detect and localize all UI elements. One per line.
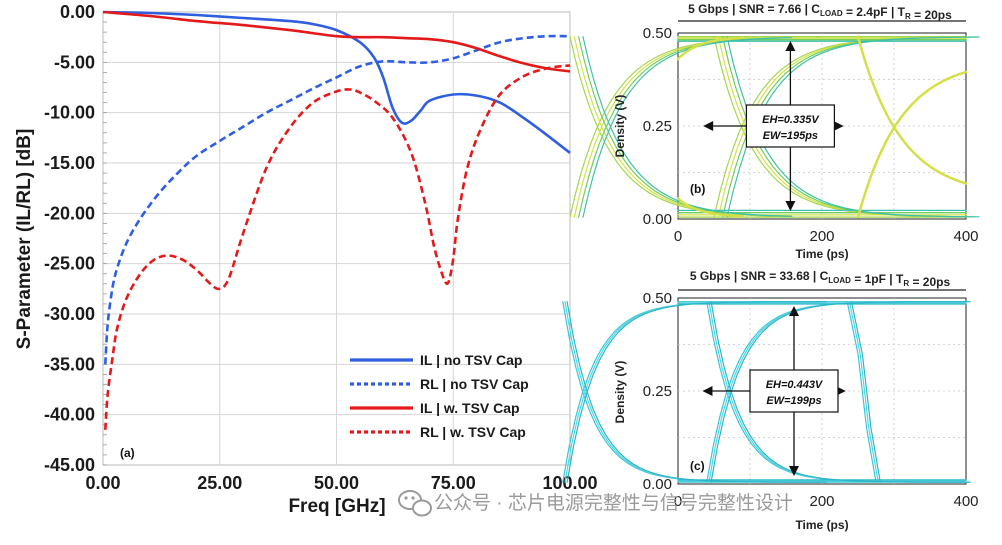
chart-a-y-tick: -10.00	[44, 103, 95, 123]
chart-c-grid	[678, 298, 966, 484]
b-trace-rise	[726, 36, 980, 218]
chart-a-y-tick: -5.00	[54, 52, 95, 72]
c-x-tick: 400	[953, 493, 978, 510]
b-y-tick: 0.25	[643, 118, 672, 135]
b-trace-partial	[856, 70, 968, 219]
c-trace-fast-fall	[848, 301, 879, 483]
watermark: 公众号 · 芯片电源完整性与信号完整性设计	[398, 490, 793, 517]
chart-c-eye-traces	[562, 301, 971, 483]
chart-b-panel-label: (b)	[690, 182, 705, 196]
chart-a-x-tick: 25.00	[197, 473, 242, 493]
c-x-tick: 0	[674, 493, 682, 510]
chart-b-xlabel: Time (ps)	[795, 247, 848, 261]
b-trace-rise	[582, 37, 793, 218]
chart-a-tick-labels: 0.00 -5.00 -10.00 -15.00 -20.00 -25.00 -30.00 -…	[44, 2, 598, 493]
chart-a-y-tick: -35.00	[44, 354, 95, 374]
chart-a-legend: IL | no TSV Cap RL | no TSV Cap IL | w. TS…	[350, 352, 529, 440]
chart-b-tick-labels: 0.50 0.25 0.000 200 400	[643, 25, 979, 245]
c-eye-height-label: EH=0.443V	[766, 379, 824, 391]
chart-c-tick-labels: 0.50 0.25 0.000 200 400	[643, 290, 979, 510]
chart-a-x-tick: 0.00	[85, 473, 120, 493]
c-arrowhead	[702, 386, 713, 396]
c-trace-fall	[710, 301, 971, 483]
b-x-tick: 200	[809, 228, 834, 245]
c-arrowhead	[789, 306, 799, 316]
b-y-tick: 0.50	[643, 25, 672, 42]
b-eye-width-label: EW=195ps	[763, 130, 818, 142]
b-arrowhead	[703, 121, 714, 131]
wechat-icon	[398, 490, 432, 517]
b-trace-partial	[856, 35, 968, 185]
chart-c-panel-label: (c)	[690, 459, 705, 473]
b-trace-fall	[726, 36, 980, 218]
chart-b: 5 Gbps | SNR = 7.66 | CLOAD = 2.4pF | TR…	[569, 2, 980, 261]
legend-label: RL | no TSV Cap	[420, 376, 529, 392]
chart-a-y-tick: -20.00	[44, 203, 95, 223]
chart-a-y-tick: -40.00	[44, 405, 95, 425]
c-trace-fast-fall	[846, 301, 877, 483]
legend-label: IL | w. TSV Cap	[420, 400, 520, 416]
chart-a-y-tick: 0.00	[60, 2, 95, 22]
c-arrowhead	[789, 466, 799, 476]
b-eye-height-label: EH=0.335V	[762, 114, 820, 126]
b-trace-partial	[676, 197, 745, 218]
c-eye-width-label: EW=199ps	[766, 395, 821, 407]
series-il-no-tsv-cap	[102, 10, 571, 154]
chart-a-y-tick: -15.00	[44, 153, 95, 173]
chart-a-grid	[103, 11, 570, 466]
watermark-text: 公众号 · 芯片电源完整性与信号完整性设计	[434, 492, 793, 514]
c-x-tick: 200	[809, 493, 834, 510]
chart-a-y-tick: -30.00	[44, 304, 95, 324]
b-y-tick: 0.00	[643, 211, 672, 228]
chart-a-x-tick: 100.00	[542, 473, 597, 493]
chart-c-eye-annotation: EH=0.443V EW=199ps	[702, 306, 846, 476]
series-rl-no-tsv-cap	[104, 34, 571, 365]
c-y-tick: 0.25	[643, 383, 672, 400]
b-trace-partial	[676, 36, 745, 61]
chart-c: 5 Gbps | SNR = 33.68 | CLOAD = 1pF | TR …	[562, 269, 979, 532]
chart-c-xlabel: Time (ps)	[795, 518, 848, 532]
chart-a-ylabel: S-Parameter (IL/RL) [dB]	[14, 129, 35, 350]
c-trace-rise	[710, 301, 971, 483]
chart-b-ylabel: Density (V)	[613, 95, 627, 158]
b-x-tick: 0	[674, 228, 682, 245]
b-arrowhead	[785, 41, 796, 51]
chart-a-x-tick: 50.00	[314, 473, 359, 493]
b-arrowhead	[833, 121, 844, 131]
chart-a-y-tick: -45.00	[44, 455, 95, 475]
c-y-tick: 0.50	[643, 290, 672, 307]
b-annotation-box	[745, 104, 836, 148]
chart-b-eye-annotation: EH=0.335V EW=195ps	[703, 41, 844, 211]
chart-b-eye-traces	[569, 35, 980, 219]
chart-a-series	[102, 10, 571, 430]
legend-label: RL | w. TSV Cap	[420, 424, 526, 440]
chart-a: 0.00 -5.00 -10.00 -15.00 -20.00 -25.00 -30.00 -…	[14, 2, 598, 517]
series-rl-w-tsv-cap	[104, 64, 571, 430]
chart-a-x-tick: 75.00	[431, 473, 476, 493]
c-trace-fast-fall	[850, 301, 881, 483]
c-trace-fall	[566, 301, 827, 483]
b-arrowhead	[785, 201, 796, 211]
chart-a-panel-label: (a)	[120, 446, 135, 460]
chart-b-grid	[678, 33, 966, 219]
chart-c-title: 5 Gbps | SNR = 33.68 | CLOAD = 1pF | TR …	[690, 269, 951, 289]
chart-b-title: 5 Gbps | SNR = 7.66 | CLOAD = 2.4pF | TR…	[688, 2, 952, 22]
chart-a-y-tick: -25.00	[44, 254, 95, 274]
chart-c-ylabel: Density (V)	[613, 361, 627, 424]
series-il-w-tsv-cap	[102, 10, 571, 73]
chart-a-xlabel: Freq [GHz]	[288, 496, 385, 517]
c-trace-rise	[566, 301, 827, 483]
c-annotation-box	[749, 369, 839, 413]
c-y-tick: 0.00	[643, 476, 672, 493]
b-x-tick: 400	[953, 228, 978, 245]
legend-label: IL | no TSV Cap	[420, 352, 522, 368]
